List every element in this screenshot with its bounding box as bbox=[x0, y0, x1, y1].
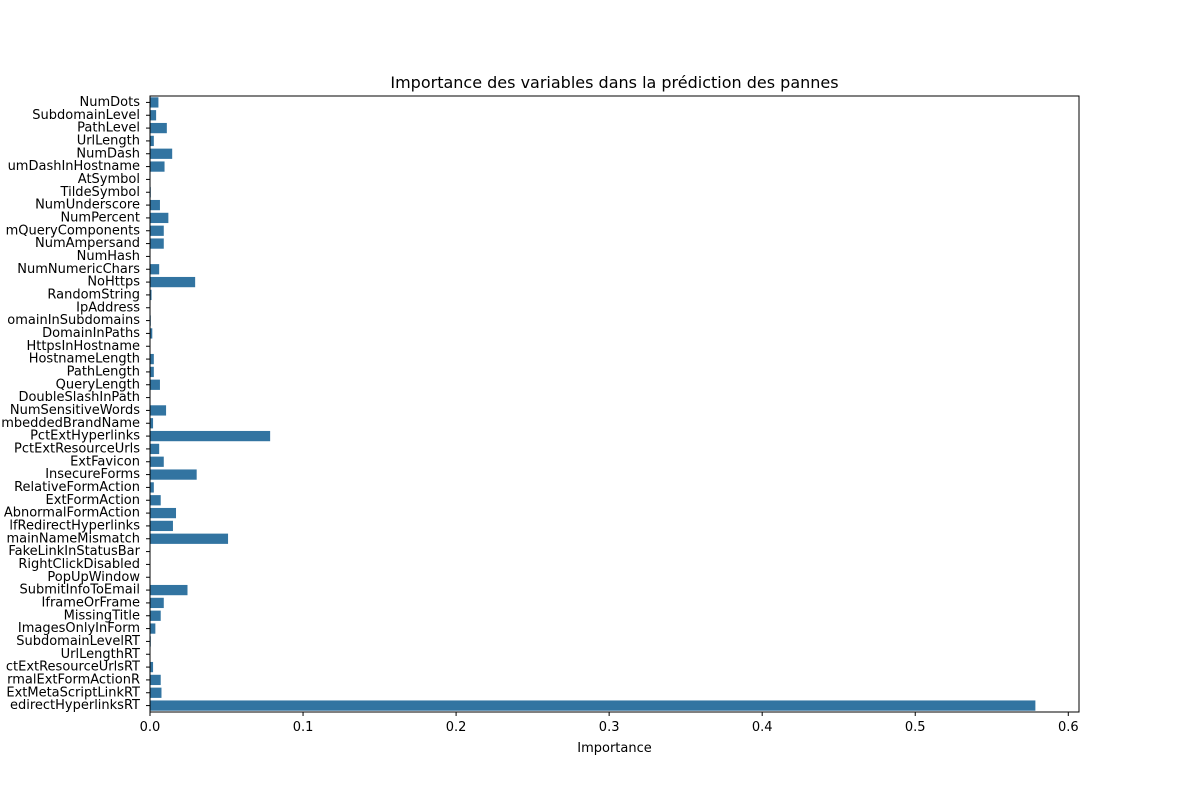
bar-14 bbox=[150, 276, 196, 288]
y-tick-label: ImagesOnlyInForm bbox=[18, 621, 140, 636]
y-tick-label: TildeSymbol bbox=[60, 185, 140, 200]
y-tick-label: mbeddedBrandName bbox=[1, 416, 140, 431]
y-tick-label: omainInSubdomains bbox=[7, 313, 140, 328]
y-tick-label: NumSensitiveWords bbox=[10, 403, 140, 418]
y-axis: NumDotsSubdomainLevelPathLevelUrlLengthN… bbox=[1, 95, 150, 713]
bar-0 bbox=[150, 97, 159, 108]
bars-layer bbox=[150, 97, 1036, 711]
y-tick-label: rmalExtFormActionR bbox=[7, 672, 140, 687]
y-tick-label: NumUnderscore bbox=[35, 198, 140, 213]
bar-9 bbox=[150, 212, 169, 224]
bar-34 bbox=[150, 533, 229, 544]
y-tick-label: FakeLinkInStatusBar bbox=[8, 544, 140, 559]
y-tick-label: SubmitInfoToEmail bbox=[20, 583, 140, 598]
bar-20 bbox=[150, 353, 154, 365]
y-tick-label: PctExtResourceUrls bbox=[14, 441, 140, 456]
y-tick-label: NumDash bbox=[76, 146, 140, 161]
bar-47 bbox=[150, 700, 1036, 711]
y-tick-label: PathLevel bbox=[77, 121, 140, 136]
y-tick-label: ExtMetaScriptLinkRT bbox=[6, 685, 140, 700]
bar-21 bbox=[150, 366, 154, 378]
bar-45 bbox=[150, 674, 161, 686]
bar-15 bbox=[150, 289, 152, 301]
chart-title: Importance des variables dans la prédict… bbox=[390, 73, 838, 92]
y-tick-label: DoubleSlashInPath bbox=[18, 390, 140, 405]
x-tick-label: 0.5 bbox=[905, 720, 926, 735]
y-tick-label: AtSymbol bbox=[78, 172, 140, 187]
y-tick-label: RelativeFormAction bbox=[14, 480, 140, 495]
x-axis-label: Importance bbox=[577, 741, 652, 756]
y-tick-label: UrlLengthRT bbox=[61, 647, 140, 662]
bar-38 bbox=[150, 584, 188, 596]
y-tick-label: SubdomainLevel bbox=[32, 108, 140, 123]
y-tick-label: AbnormalFormAction bbox=[4, 506, 140, 521]
x-tick-label: 0.1 bbox=[293, 720, 314, 735]
y-tick-label: mainNameMismatch bbox=[6, 531, 140, 546]
y-tick-label: lfRedirectHyperlinks bbox=[9, 518, 140, 533]
y-tick-label: SubdomainLevelRT bbox=[16, 634, 140, 649]
bar-10 bbox=[150, 225, 164, 236]
bar-39 bbox=[150, 597, 164, 609]
bar-11 bbox=[150, 238, 164, 249]
y-tick-label: NumNumericChars bbox=[17, 262, 140, 277]
x-tick-label: 0.2 bbox=[446, 720, 467, 735]
bar-32 bbox=[150, 507, 177, 519]
bar-25 bbox=[150, 418, 154, 429]
plot-area-frame bbox=[149, 95, 1080, 713]
bar-5 bbox=[150, 161, 165, 172]
y-tick-label: ExtFavicon bbox=[70, 454, 140, 469]
bar-31 bbox=[150, 495, 161, 506]
y-tick-label: NoHttps bbox=[87, 275, 140, 290]
bar-18 bbox=[150, 328, 153, 339]
y-tick-label: PctExtHyperlinks bbox=[30, 429, 140, 444]
x-tick-label: 0.3 bbox=[599, 720, 620, 735]
bar-29 bbox=[150, 469, 197, 480]
bar-40 bbox=[150, 610, 161, 621]
bar-8 bbox=[150, 199, 160, 211]
y-tick-label: InsecureForms bbox=[45, 467, 140, 482]
bar-41 bbox=[150, 623, 156, 634]
x-tick-label: 0.6 bbox=[1058, 720, 1079, 735]
y-tick-label: UrlLength bbox=[77, 133, 140, 148]
y-tick-label: RightClickDisabled bbox=[18, 557, 140, 572]
bar-22 bbox=[150, 379, 160, 390]
bar-13 bbox=[150, 264, 160, 275]
bar-4 bbox=[150, 148, 173, 159]
y-tick-label: IpAddress bbox=[76, 300, 140, 315]
y-tick-label: HostnameLength bbox=[29, 352, 140, 367]
bar-44 bbox=[150, 661, 154, 673]
bar-46 bbox=[150, 687, 162, 698]
y-tick-label: HttpsInHostname bbox=[26, 339, 140, 354]
y-tick-label: NumDots bbox=[80, 95, 141, 110]
y-tick-label: RandomString bbox=[47, 287, 140, 302]
bar-30 bbox=[150, 482, 154, 493]
y-tick-label: NumAmpersand bbox=[35, 236, 140, 251]
x-tick-label: 0.4 bbox=[752, 720, 773, 735]
bar-28 bbox=[150, 456, 164, 467]
y-tick-label: DomainInPaths bbox=[42, 326, 140, 341]
bar-27 bbox=[150, 443, 160, 455]
y-tick-label: mQueryComponents bbox=[6, 223, 141, 238]
y-tick-label: edirectHyperlinksRT bbox=[10, 698, 140, 713]
bar-3 bbox=[150, 135, 154, 147]
y-tick-label: ExtFormAction bbox=[46, 493, 140, 508]
y-tick-label: PopUpWindow bbox=[47, 570, 140, 585]
y-tick-label: IframeOrFrame bbox=[42, 595, 140, 610]
y-tick-label: MissingTitle bbox=[64, 608, 140, 623]
x-tick-label: 0.0 bbox=[140, 720, 161, 735]
y-tick-label: ctExtResourceUrlsRT bbox=[6, 660, 140, 675]
bar-2 bbox=[150, 122, 167, 134]
bar-26 bbox=[150, 430, 271, 442]
bar-33 bbox=[150, 520, 173, 532]
y-tick-label: NumPercent bbox=[60, 210, 140, 225]
bar-24 bbox=[150, 405, 167, 416]
y-tick-label: PathLength bbox=[67, 364, 140, 379]
y-tick-label: NumHash bbox=[77, 249, 140, 264]
y-tick-label: QueryLength bbox=[56, 377, 140, 392]
bar-1 bbox=[150, 110, 157, 121]
y-tick-label: umDashInHostname bbox=[8, 159, 140, 174]
x-axis: 0.0 0.1 0.2 0.3 0.4 0.5 0.6 bbox=[140, 712, 1079, 735]
